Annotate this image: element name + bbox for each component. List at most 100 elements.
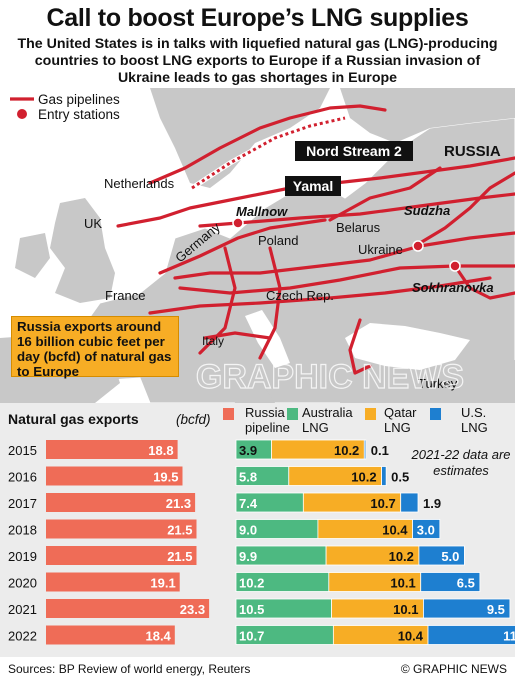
bar-qatar-label: 10.2	[389, 549, 414, 564]
bar-russia	[46, 519, 197, 539]
station-sudzha-marker	[412, 240, 424, 252]
country-france: France	[105, 288, 145, 303]
legend-qatar-swatch	[365, 408, 376, 420]
station-sokhranovka-label: Sokhranovka	[412, 280, 494, 295]
bar-russia	[46, 599, 210, 618]
year-label: 2018	[8, 523, 37, 538]
legend-australia-line2: LNG	[302, 420, 329, 435]
bar-australia-label: 7.4	[239, 496, 258, 511]
ireland-land	[15, 233, 50, 278]
bar-russia-label: 23.3	[180, 602, 205, 617]
bar-russia-label: 19.1	[150, 576, 175, 591]
bar-qatar-label: 10.4	[398, 629, 424, 644]
bar-russia	[46, 546, 197, 565]
bar-qatar-label: 10.1	[390, 576, 415, 591]
uk-land	[50, 198, 115, 303]
nord-stream-label-box	[295, 141, 413, 161]
bar-russia-label: 18.4	[145, 629, 171, 644]
station-sudzha-label: Sudzha	[404, 203, 450, 218]
year-label: 2022	[8, 629, 37, 644]
year-label: 2016	[8, 470, 37, 485]
bar-us-label: 6.5	[457, 576, 475, 591]
legend-australia-swatch	[287, 408, 298, 420]
country-ukraine: Ukraine	[358, 242, 403, 257]
sources-footer: Sources: BP Review of world energy, Reut…	[8, 662, 251, 676]
pipeline-nordstream-1	[148, 104, 387, 185]
bar-russia-label: 21.5	[167, 523, 192, 538]
bar-russia	[46, 466, 183, 486]
legend-station-swatch	[17, 109, 27, 119]
nord-stream-2-dash	[191, 116, 346, 190]
legend-russia-line2: pipeline	[245, 420, 290, 435]
country-italy: Italy	[202, 334, 224, 348]
bar-russia-label: 21.5	[167, 549, 192, 564]
legend-us-line2: LNG	[461, 420, 488, 435]
bar-qatar-label: 10.1	[393, 602, 418, 617]
legend-us-swatch	[430, 408, 441, 420]
bar-australia-label: 5.8	[239, 470, 257, 485]
bar-us	[381, 466, 387, 486]
chart-unit: (bcfd)	[176, 412, 211, 427]
legend-qatar-line1: Qatar	[384, 405, 417, 420]
bar-australia-label: 9.0	[239, 523, 257, 538]
pipeline-south	[148, 276, 492, 315]
bar-rows: 2015 18.8 3.9 10.2 0.1 2016 19.5 5.8 10.2 0.5 2017…	[8, 439, 515, 645]
chart-title: Natural gas exports	[8, 411, 139, 427]
country-turkey: Turkey	[418, 376, 458, 391]
bar-australia-label: 10.5	[239, 602, 264, 617]
pipeline-sudzha-east	[413, 171, 515, 248]
estimates-note: 2021-22 data are estimates	[411, 447, 511, 478]
finland-land	[340, 88, 515, 143]
pipeline-sokh-east	[453, 264, 515, 300]
legend-russia-line1: Russia	[245, 405, 286, 420]
year-label: 2020	[8, 576, 37, 591]
bar-us-label: 1.9	[423, 496, 441, 511]
exports-chart: Natural gas exports (bcfd) Russia pipeli…	[8, 405, 515, 645]
country-uk: UK	[84, 216, 102, 231]
year-label: 2019	[8, 549, 37, 564]
pipeline-austria	[258, 246, 282, 360]
credit-footer: © GRAPHIC NEWS	[400, 662, 507, 676]
russia-exports-callout: Russia exports around 16 billion cubic f…	[11, 316, 179, 379]
country-belarus: Belarus	[336, 220, 381, 235]
bar-us-label: 9.5	[487, 602, 505, 617]
legend-qatar-line2: LNG	[384, 420, 411, 435]
bar-us	[418, 545, 465, 566]
page-title: Call to boost Europe’s LNG supplies	[46, 4, 469, 32]
pipeline-belarus	[328, 166, 442, 222]
pipeline-germany-italy	[198, 246, 237, 355]
bar-russia	[46, 493, 196, 512]
legend-pipeline-label: Gas pipelines	[38, 92, 120, 107]
bar-us	[420, 572, 481, 592]
country-czech: Czech Rep.	[266, 288, 334, 303]
year-label: 2015	[8, 443, 37, 458]
pipeline-uk-russia	[116, 156, 515, 228]
bar-russia-label: 19.5	[153, 470, 178, 485]
yamal-label: Yamal	[293, 178, 333, 194]
legend-us-line1: U.S.	[461, 405, 486, 420]
year-label: 2017	[8, 496, 37, 511]
bar-us-label: 0.5	[391, 470, 409, 485]
legend-australia-line1: Australia	[302, 405, 353, 420]
bar-australia-label: 10.7	[239, 629, 264, 644]
bar-us-label: 5.0	[441, 549, 459, 564]
pipeline-germany-east	[158, 218, 327, 275]
europe-map: Gas pipelines Entry stations Nord Stream…	[0, 88, 515, 403]
black-sea	[345, 323, 470, 370]
bar-qatar-label: 10.2	[334, 443, 359, 458]
bar-russia	[46, 572, 180, 592]
year-label: 2021	[8, 602, 37, 617]
station-mallnow-marker	[232, 217, 244, 229]
watermark: GRAPHIC NEWS	[196, 358, 464, 396]
gas-pipelines	[116, 104, 515, 375]
bar-qatar-label: 10.4	[382, 523, 408, 538]
pipeline-italy	[203, 331, 272, 340]
legend-station-label: Entry stations	[38, 107, 120, 122]
pipeline-central-1	[173, 231, 515, 280]
station-sokhranovka-marker	[449, 260, 461, 272]
bar-us-label: 0.1	[371, 443, 389, 458]
country-poland: Poland	[258, 233, 298, 248]
bar-qatar-label: 10.7	[370, 496, 395, 511]
pipeline-turkstream	[348, 318, 372, 375]
bar-qatar-label: 10.2	[351, 470, 376, 485]
